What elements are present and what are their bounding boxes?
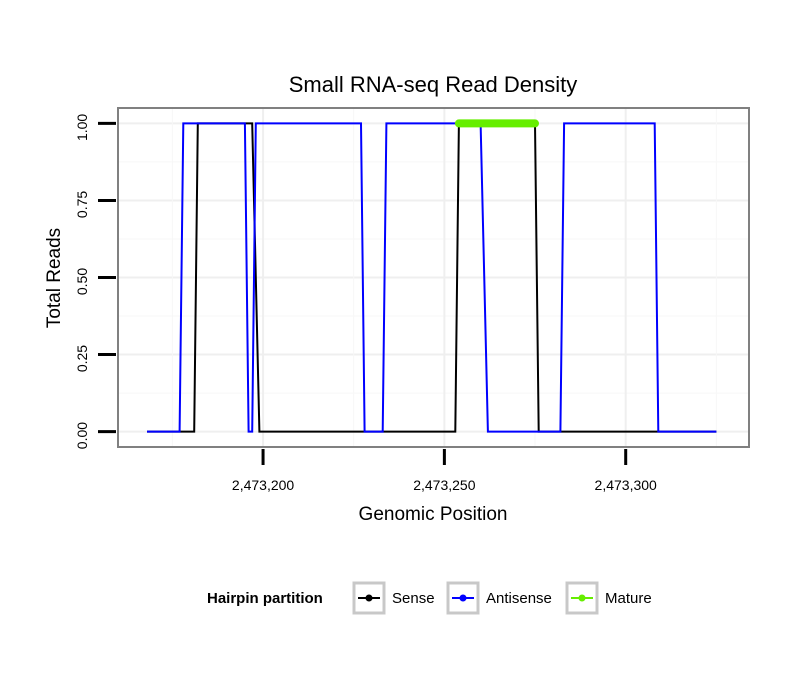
- x-tick-label-1: 2,473,250: [413, 477, 475, 493]
- x-axis-title: Genomic Position: [359, 504, 508, 525]
- x-axis: 2,473,200 2,473,250 2,473,300: [232, 449, 657, 493]
- legend-label-mature: Mature: [605, 590, 652, 607]
- legend-item-sense: Sense: [352, 581, 435, 615]
- x-tick-label-2: 2,473,300: [595, 477, 657, 493]
- legend-dot-mature: [578, 594, 586, 602]
- series-line-sense: [147, 122, 717, 433]
- x-tick-label-0: 2,473,200: [232, 477, 294, 493]
- series-lines: [147, 119, 717, 433]
- legend-item-mature: Mature: [565, 581, 652, 615]
- y-tick-label-1: 0.25: [74, 345, 90, 372]
- y-tick-label-3: 0.75: [74, 191, 90, 218]
- y-axis-title: Total Reads: [44, 228, 65, 328]
- legend-label-sense: Sense: [392, 590, 435, 607]
- legend-title: Hairpin partition: [207, 590, 323, 607]
- legend-item-antisense: Antisense: [446, 581, 552, 615]
- y-axis: 0.00 0.25 0.50 0.75 1.00: [74, 114, 116, 449]
- legend: Hairpin partition Sense Antisense Mature: [207, 581, 652, 615]
- plot-border: [117, 107, 750, 448]
- series-line-antisense: [147, 122, 717, 433]
- y-tick-label-4: 1.00: [74, 114, 90, 141]
- y-tick-label-2: 0.50: [74, 268, 90, 295]
- legend-dot-sense: [365, 594, 373, 602]
- legend-label-antisense: Antisense: [486, 590, 552, 607]
- legend-dot-antisense: [459, 594, 467, 602]
- y-tick-label-0: 0.00: [74, 422, 90, 449]
- chart-title: Small RNA-seq Read Density: [289, 72, 578, 97]
